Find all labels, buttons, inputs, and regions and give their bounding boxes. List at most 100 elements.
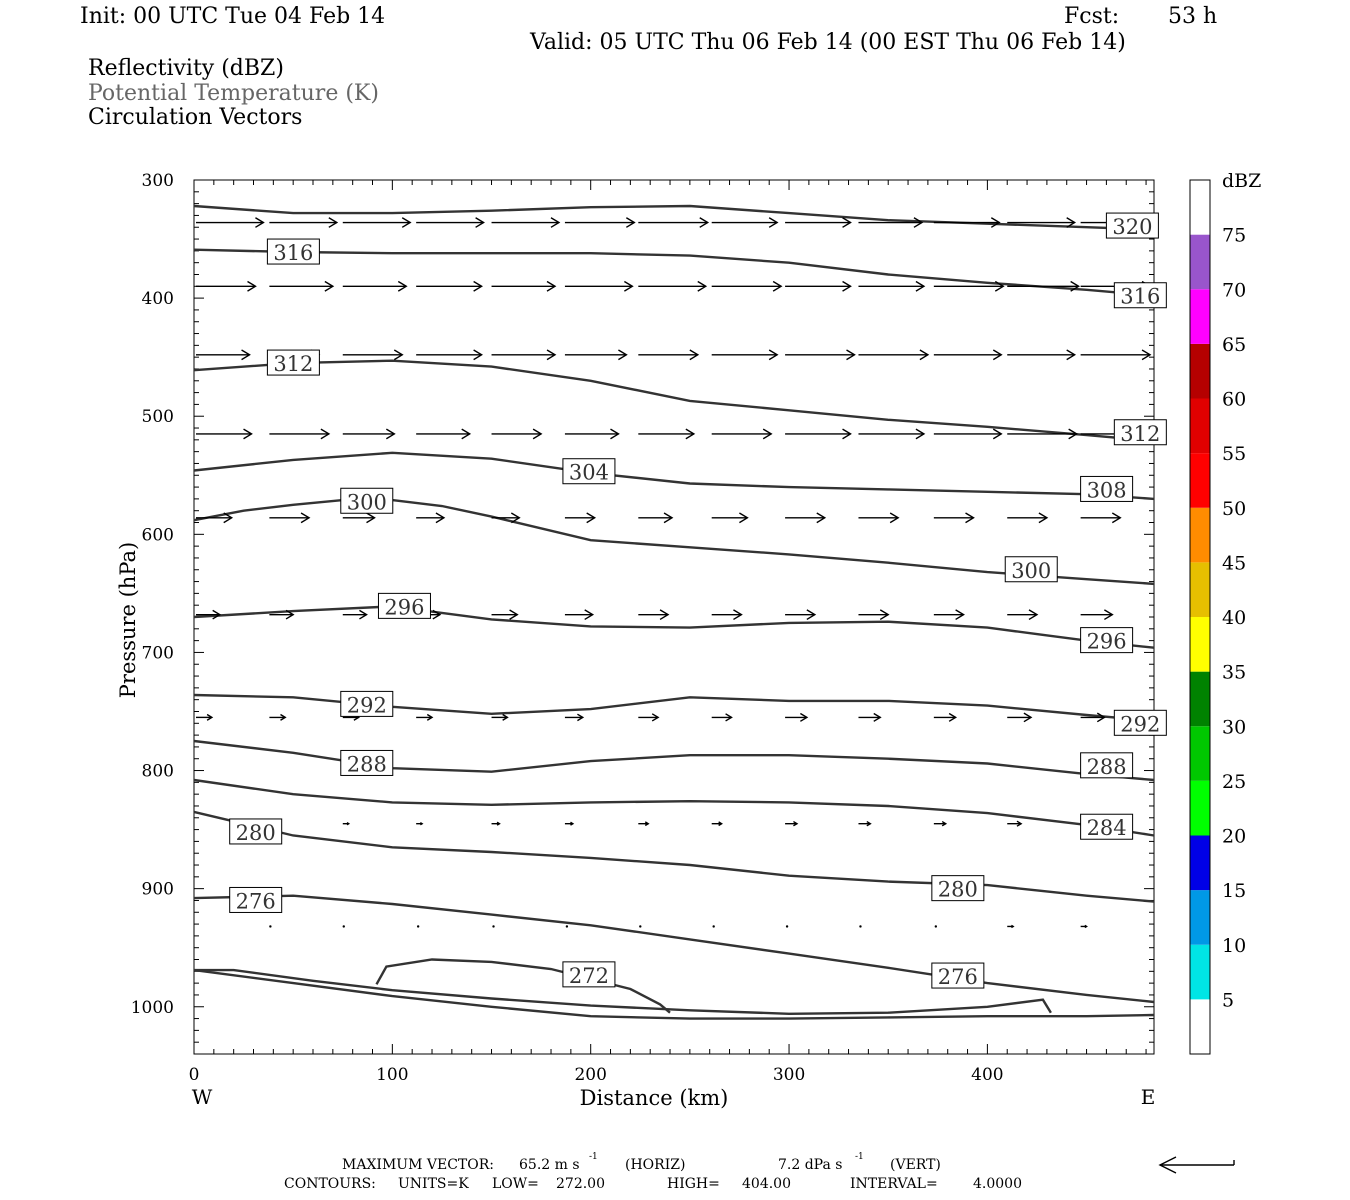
vector-arrowhead [915, 280, 926, 292]
field-reflectivity: Reflectivity (dBZ) [88, 56, 284, 81]
vector-arrowhead [800, 712, 809, 722]
colorbar-swatch [1190, 289, 1210, 344]
vector-arrowhead [212, 609, 222, 620]
contour-label-box [931, 875, 985, 902]
contours-low: 272.00 [556, 1176, 605, 1192]
vector-arrowhead [866, 820, 872, 827]
vector-arrowhead [1084, 924, 1088, 929]
contour-label: 296 [1087, 630, 1127, 654]
vector-arrowhead [644, 821, 650, 827]
vector-arrowhead [586, 512, 597, 524]
max-horiz: 65.2 m s [519, 1157, 580, 1173]
vector-dot [565, 925, 569, 928]
field-potential-temp: Potential Temperature (K) [88, 81, 379, 106]
vector-arrowhead [328, 217, 339, 228]
vector-dot [639, 925, 642, 928]
vector-arrowhead [842, 280, 852, 292]
vector-arrowhead [546, 349, 557, 361]
vector-arrowhead [532, 428, 543, 440]
contour-label-box [340, 690, 394, 717]
vector-arrowhead [206, 713, 214, 721]
contour-label: 308 [1087, 478, 1127, 502]
contours-interval: 4.0000 [973, 1176, 1022, 1192]
contour-label-box [1004, 556, 1058, 583]
vector-arrowhead [725, 713, 733, 722]
colorbar-frame [1189, 179, 1211, 1055]
max-vert-exp: -1 [855, 1152, 864, 1162]
vector-arrowhead [496, 821, 501, 826]
isentrope-line [193, 739, 1155, 782]
vector-arrowhead [241, 349, 251, 361]
plot-frame [193, 179, 1155, 1055]
y-tick-label: 600 [142, 525, 174, 545]
y-tick-label: 300 [142, 171, 174, 191]
vector-arrowhead [697, 280, 708, 292]
contours-high: 404.00 [742, 1176, 791, 1192]
vector-arrowhead [733, 609, 743, 621]
vector-arrowhead [1070, 280, 1081, 292]
vector-arrowhead [842, 217, 852, 228]
contour-label: 304 [569, 461, 609, 485]
colorbar-label: 70 [1222, 279, 1246, 301]
max-vector-label: MAXIMUM VECTOR: [342, 1157, 494, 1173]
vector-arrowhead [1103, 609, 1114, 621]
contour-label-box [377, 592, 431, 619]
vector-arrowhead [243, 428, 253, 440]
vector-arrowhead [1011, 924, 1015, 929]
vector-dot [416, 925, 420, 928]
colorbar-label: 5 [1222, 989, 1234, 1011]
contour-label: 300 [1011, 559, 1051, 583]
vector-arrowhead [873, 712, 882, 722]
isentrope-line [193, 359, 1155, 443]
colorbar-swatch [1190, 234, 1210, 290]
vector-arrowhead [1028, 609, 1039, 621]
colorbar-swatch [1190, 944, 1210, 1000]
contour-label: 316 [1120, 285, 1160, 309]
vector-arrowhead [300, 512, 311, 524]
max-horiz-unit: (HORIZ) [625, 1157, 686, 1173]
colorbar-label: 60 [1222, 389, 1246, 411]
vector-arrowhead [1141, 349, 1152, 361]
contour-label-box [1113, 282, 1167, 309]
contour-label: 292 [1120, 712, 1160, 736]
contour-label: 288 [1087, 755, 1127, 779]
vector-arrowhead [806, 609, 817, 621]
x-axis-label: Distance (km) [580, 1086, 729, 1110]
vector-arrowhead [955, 609, 965, 621]
colorbar-swatch [1190, 507, 1210, 563]
colorbar-swatch [1190, 835, 1210, 891]
colorbar-label: 35 [1222, 662, 1246, 684]
contour-label-box [931, 962, 985, 989]
colorbar-label: 55 [1222, 443, 1246, 465]
vector-arrowhead [659, 609, 670, 621]
vector-arrowhead [426, 713, 434, 721]
vector-dot [342, 925, 345, 928]
forecast-hour: 53 h [1168, 4, 1218, 29]
contours-label: CONTOURS: [284, 1176, 376, 1192]
contour-label: 316 [273, 241, 313, 265]
vector-arrowhead [768, 217, 779, 228]
contour-label-box [266, 238, 320, 265]
colorbar-swatch [1190, 780, 1210, 836]
contour-label-box [562, 961, 616, 988]
vector-arrowhead [320, 428, 331, 440]
isentrope-line [193, 498, 1155, 586]
valid-time: Valid: 05 UTC Thu 06 Feb 14 (00 EST Thu … [530, 30, 1126, 55]
vector-arrowhead [941, 820, 948, 827]
contour-label: 288 [347, 752, 387, 776]
field-circulation: Circulation Vectors [88, 105, 303, 130]
y-tick-label: 700 [142, 643, 174, 663]
contour-label: 320 [1112, 215, 1152, 239]
colorbar-swatch [1190, 343, 1210, 399]
vector-arrowhead [793, 820, 799, 827]
isentrope-line [193, 968, 1155, 1020]
vector-arrowhead [393, 349, 404, 361]
vector-arrowhead [919, 349, 930, 361]
contour-label-box [340, 749, 394, 776]
vector-arrowhead [550, 217, 561, 228]
max-vert-unit: (VERT) [890, 1157, 941, 1173]
vector-arrowhead [663, 512, 674, 524]
vector-arrowhead [546, 280, 557, 292]
vector-arrowhead [699, 217, 710, 228]
init-time: Init: 00 UTC Tue 04 Feb 14 [80, 4, 386, 29]
